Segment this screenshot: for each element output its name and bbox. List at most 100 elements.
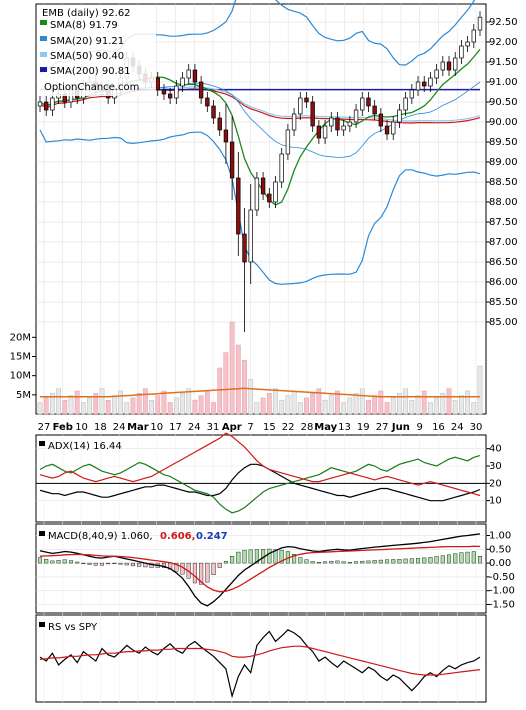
candle-body — [50, 97, 55, 111]
candle-body — [335, 117, 340, 131]
candle-body — [223, 129, 229, 143]
candle-body — [465, 41, 470, 47]
volume-bar — [260, 397, 266, 415]
volume-bar — [477, 365, 483, 415]
macd-histogram-bar — [298, 557, 303, 564]
candle-body — [366, 97, 371, 107]
candle-body — [403, 97, 408, 111]
macd-histogram-bar — [477, 556, 483, 564]
volume-bar — [87, 397, 92, 415]
price-tick-label: 91.50 — [489, 57, 518, 68]
macd-histogram-bar — [87, 562, 92, 565]
date-label: Apr — [222, 422, 242, 433]
macd-histogram-bar — [248, 549, 253, 564]
candle-body — [242, 233, 247, 263]
macd-histogram-bar — [323, 561, 328, 564]
volume-bar — [322, 399, 328, 415]
volume-bar — [155, 395, 161, 415]
volume-bar — [266, 393, 272, 415]
macd-histogram-bar — [422, 557, 427, 564]
volume-bar — [105, 399, 111, 415]
macd-histogram-bar — [434, 556, 439, 564]
volume-axis: 20M 15M 10M 5M — [10, 332, 36, 401]
candle-body — [229, 141, 235, 179]
macd-histogram-bar — [56, 560, 61, 564]
macd-histogram-bar — [459, 552, 464, 564]
macd-histogram-bar — [130, 562, 135, 567]
macd-histogram-bar — [335, 560, 340, 564]
candle-body — [205, 97, 210, 107]
volume-bar — [372, 395, 378, 415]
candle-body — [44, 101, 49, 111]
macd-histogram-bar — [267, 548, 272, 564]
macd-histogram-bar — [192, 562, 197, 584]
volume-bar — [118, 390, 123, 415]
date-label: 10 — [150, 422, 163, 433]
candle-body — [291, 113, 297, 131]
price-panel: 92.50 92.00 91.50 91.00 90.50 90.00 89.50 89.00… — [10, 0, 518, 433]
candle-body — [322, 125, 328, 139]
macd-histogram-bar — [242, 549, 247, 564]
volume-bar — [434, 397, 440, 415]
volume-bar — [341, 402, 347, 415]
price-tick-label: 89.00 — [489, 157, 518, 168]
candle-body — [453, 57, 458, 71]
rs-series-line — [39, 629, 481, 699]
legend-swatch-sma8 — [40, 20, 47, 25]
chart-title: EMB (daily) 92.62 — [42, 8, 131, 19]
volume-bar — [409, 399, 415, 415]
macd-histogram-bar — [409, 558, 414, 564]
legend-swatch-sma50 — [40, 52, 47, 57]
volume-tick-label: 15M — [10, 352, 31, 363]
date-label: 24 — [113, 422, 126, 433]
price-tick-label: 88.50 — [489, 177, 518, 188]
macd-histogram-bar — [50, 560, 55, 564]
volume-bar — [80, 402, 86, 415]
legend-sma8: SMA(8) 91.79 — [50, 20, 118, 31]
legend-swatch-sma20 — [40, 36, 47, 41]
candle-body — [360, 97, 365, 111]
price-tick-label: 85.00 — [489, 317, 518, 328]
legend-swatch-sma200 — [40, 67, 47, 72]
volume-bar — [353, 393, 359, 415]
volume-average-line — [40, 387, 480, 398]
volume-bar — [217, 367, 223, 415]
volume-bar — [198, 395, 204, 415]
volume-bar — [328, 395, 334, 415]
date-label: Jun — [391, 422, 410, 433]
volume-bar — [384, 402, 390, 415]
volume-bar — [378, 390, 384, 415]
legend: EMB (daily) 92.62 SMA(8) 91.79 SMA(20) 9… — [38, 6, 156, 96]
macd-gridlines — [36, 522, 486, 618]
price-tick-label: 88.00 — [489, 197, 518, 208]
macd-axis: 1.00 0.50 0.00 -0.50 -1.00 -1.50 — [486, 531, 515, 610]
price-tick-label: 92.00 — [489, 37, 518, 48]
volume-bars — [37, 321, 483, 415]
macd-histogram-bar — [453, 553, 458, 564]
price-tick-label: 86.50 — [489, 257, 518, 268]
indicator-tick-label: 0.50 — [489, 544, 511, 555]
macd-histogram-bar — [93, 562, 98, 566]
rs-lines — [39, 629, 481, 699]
date-label: Feb — [53, 422, 73, 433]
candle-body — [329, 117, 334, 127]
indicator-tick-label: 10 — [489, 496, 502, 507]
legend-sma20: SMA(20) 91.21 — [50, 36, 124, 47]
macd-histogram-bar — [428, 557, 433, 564]
candle-body — [477, 16, 483, 31]
volume-bar — [452, 399, 458, 415]
date-label: 13 — [338, 422, 351, 433]
price-tick-label: 90.00 — [489, 117, 518, 128]
macd-histogram-bar — [199, 562, 204, 585]
candle-body — [415, 81, 421, 91]
price-axis: 92.50 92.00 91.50 91.00 90.50 90.00 89.50 89.00… — [486, 17, 518, 328]
candle-body — [397, 109, 402, 123]
macd-histogram-bar — [310, 561, 315, 564]
macd-histogram-bar — [273, 549, 278, 564]
volume-bar — [37, 402, 43, 415]
rs-series-line — [39, 645, 481, 676]
macd-lines — [39, 533, 481, 607]
candle-body — [428, 77, 433, 87]
indicator-tick-label: 0.00 — [489, 558, 511, 569]
candle-body — [422, 81, 427, 87]
